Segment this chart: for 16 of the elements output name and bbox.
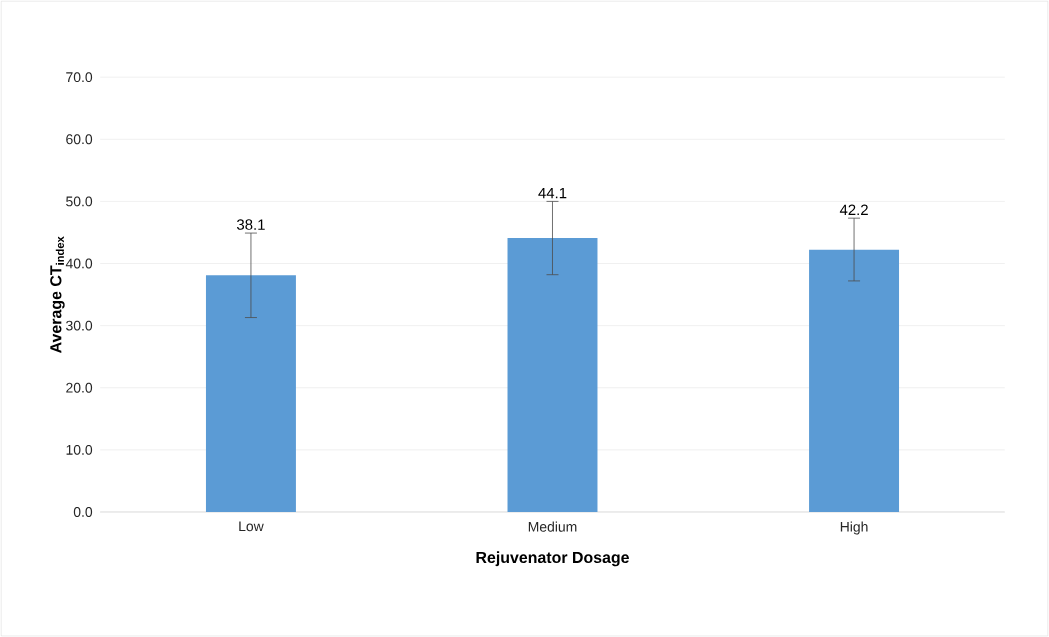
x-axis-title: Rejuvenator Dosage — [476, 551, 629, 567]
y-tick-label: 60.0 — [66, 134, 93, 145]
y-axis-title: Average CT$_{index}$ — [50, 236, 65, 353]
y-tick-label: 20.0 — [66, 382, 93, 393]
y-tick-label: 0.0 — [73, 506, 93, 517]
y-tick-label: 30.0 — [66, 320, 93, 331]
y-tick-label: 50.0 — [66, 196, 93, 207]
y-tick-label: 70.0 — [66, 72, 93, 83]
x-tick-label: Low — [239, 521, 264, 532]
data-label: 44.1 — [538, 187, 567, 199]
y-tick-label: 40.0 — [65, 258, 93, 269]
x-tick-label: Medium — [528, 521, 577, 532]
data-label: 42.2 — [839, 204, 868, 215]
y-tick-label: 10.0 — [66, 444, 93, 455]
data-label: 38.1 — [236, 219, 265, 230]
x-tick-label: High — [840, 521, 868, 535]
